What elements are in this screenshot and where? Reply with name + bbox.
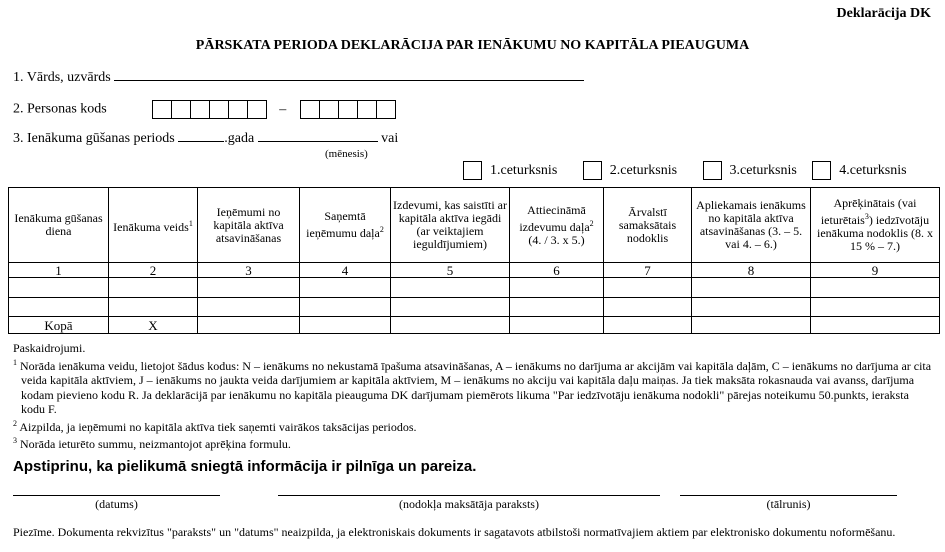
- total-type: X: [108, 316, 198, 334]
- form-code: Deklarācija DK: [836, 6, 931, 21]
- checkbox[interactable]: [812, 161, 832, 180]
- signature-field[interactable]: (nodokļa maksātāja paraksts): [278, 495, 660, 512]
- page-title: PĀRSKATA PERIODA DEKLARĀCIJA PAR IENĀKUM…: [195, 38, 750, 53]
- table-row[interactable]: [8, 277, 940, 298]
- date-signature-field[interactable]: (datums): [13, 495, 220, 512]
- col-header: Saņemtā ieņēmumu daļa2: [299, 187, 391, 263]
- footer-note: Piezīme. Dokumenta rekvizītus "paraksts"…: [13, 525, 896, 539]
- period-row: 3. Ienākuma gūšanas periods .gada vai: [13, 131, 398, 147]
- phone-field[interactable]: (tālrunis): [680, 495, 897, 512]
- note-3: 3 Norāda ieturēto summu, neizmantojot ap…: [13, 436, 291, 451]
- col-header: Apliekamais ienākums no kapitāla aktīva …: [691, 187, 811, 263]
- col-header: Ieņēmumi no kapitāla aktīva atsavināšana…: [197, 187, 300, 263]
- quarter-2[interactable]: 2.ceturksnis: [582, 161, 677, 180]
- or-label: vai: [381, 131, 399, 146]
- quarter-1[interactable]: 1.ceturksnis: [463, 161, 557, 180]
- code-part1[interactable]: [151, 100, 267, 119]
- total-label: Kopā: [8, 316, 109, 334]
- year-label: .gada: [224, 131, 255, 146]
- col-header: Attiecināmā izdevumu daļa2 (4. / 3. x 5.): [509, 187, 604, 263]
- quarter-options: 1.ceturksnis 2.ceturksnis 3.ceturksnis 4…: [463, 161, 907, 180]
- month-caption: (mēnesis): [325, 148, 368, 160]
- confirmation: Apstiprinu, ka pielikumā sniegtā informā…: [13, 458, 477, 475]
- table-row[interactable]: [8, 297, 940, 317]
- notes: Paskaidrojumi. 1 Norāda ienākuma veidu, …: [13, 341, 933, 452]
- col-header: Ienākuma gūšanas diena: [8, 187, 109, 263]
- code-row: 2. Personas kods –: [13, 100, 396, 119]
- year-input[interactable]: [178, 141, 225, 142]
- quarter-3[interactable]: 3.ceturksnis: [702, 161, 797, 180]
- col-header: Izdevumi, kas saistīti ar kapitāla aktīv…: [390, 187, 510, 263]
- code-part2[interactable]: [299, 100, 396, 119]
- name-label: 1. Vārds, uzvārds: [13, 70, 111, 85]
- code-dash: –: [279, 101, 287, 117]
- notes-heading: Paskaidrojumi.: [13, 341, 86, 355]
- name-input[interactable]: [114, 80, 585, 81]
- col-header: Ārvalstī samaksātais nodoklis: [603, 187, 692, 263]
- note-2: 2 Aizpilda, ja ieņēmumi no kapitāla aktī…: [13, 418, 417, 434]
- header-row: Ienākuma gūšanas diena Ienākuma veids1 I…: [8, 187, 940, 263]
- month-input[interactable]: [257, 141, 378, 142]
- col-header: Ienākuma veids1: [108, 187, 198, 263]
- checkbox[interactable]: [582, 161, 602, 180]
- name-row: 1. Vārds, uzvārds: [13, 70, 585, 86]
- total-row: Kopā X: [8, 316, 940, 334]
- quarter-4[interactable]: 4.ceturksnis: [812, 161, 907, 180]
- note-1: 1 Norāda ienākuma veidu, lietojot šādus …: [13, 357, 932, 417]
- checkbox[interactable]: [463, 161, 482, 180]
- income-table: Ienākuma gūšanas diena Ienākuma veids1 I…: [8, 187, 940, 334]
- col-header: Aprēķinātais (vai ieturētais3) iedzīvotā…: [810, 187, 940, 263]
- code-label: 2. Personas kods: [13, 101, 107, 117]
- period-label: 3. Ienākuma gūšanas periods: [13, 131, 175, 146]
- checkbox[interactable]: [702, 161, 722, 180]
